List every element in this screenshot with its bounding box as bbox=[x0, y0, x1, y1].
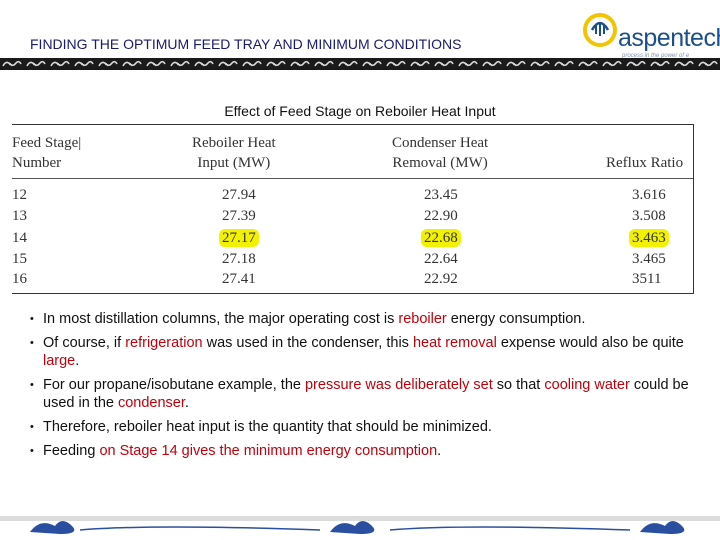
bullet-text: Feeding bbox=[43, 443, 100, 459]
bullet-text: . bbox=[75, 353, 80, 369]
bullet-dot-icon: • bbox=[30, 379, 34, 391]
cell-reboiler: 27.41 bbox=[222, 271, 256, 287]
bullet-dot-icon: • bbox=[30, 313, 34, 325]
cell-reflux-highlighted: 3.463 bbox=[629, 229, 669, 247]
bullet-dot-icon: • bbox=[30, 337, 34, 349]
bullet-highlight-text: reboiler bbox=[398, 311, 447, 327]
bullet-text: expense would also be quite bbox=[496, 335, 684, 351]
bullet-highlight-text: heat removal bbox=[412, 335, 497, 351]
bullet-highlight-text: large bbox=[43, 353, 76, 369]
bullet-dot-icon: • bbox=[30, 421, 34, 433]
cell-feed-stage: 16 bbox=[12, 271, 27, 287]
bullet-item: • Feeding on Stage 14 gives the minimum e… bbox=[30, 442, 715, 460]
bullet-highlight-text: pressure was deliberately set bbox=[304, 377, 493, 393]
bullet-text: Therefore, reboiler heat input is the qu… bbox=[43, 419, 492, 435]
bullet-highlight-text: condenser bbox=[117, 395, 185, 411]
decorative-band-bottom bbox=[0, 512, 720, 540]
cell-reboiler: 27.39 bbox=[222, 208, 256, 224]
cell-condenser: 23.45 bbox=[424, 187, 458, 203]
bullet-highlight-text: cooling water bbox=[544, 377, 630, 393]
cell-reflux: 3511 bbox=[632, 271, 662, 287]
table-title: Effect of Feed Stage on Reboiler Heat In… bbox=[224, 103, 496, 119]
cell-condenser: 22.92 bbox=[424, 271, 458, 287]
bullet-text: was used in the condenser, this bbox=[202, 335, 413, 351]
bullet-highlight-text: on Stage 14 gives the minimum energy con… bbox=[99, 443, 438, 459]
cell-reflux: 3.508 bbox=[632, 208, 666, 224]
cell-reboiler: 27.94 bbox=[222, 187, 256, 203]
logo-swirl-icon bbox=[583, 13, 617, 47]
logo-tagline: process in the power of e bbox=[622, 53, 690, 59]
feed-stage-table: Feed Stage| Number Reboiler Heat Input (… bbox=[12, 124, 694, 294]
bullet-text: could be used in the bbox=[43, 377, 689, 411]
header-reboiler-heat: Reboiler Heat Input (MW) bbox=[192, 135, 276, 171]
slide-title: FINDING THE OPTIMUM FEED TRAY AND MINIMU… bbox=[30, 36, 462, 52]
bullet-text: Of course, if bbox=[43, 335, 126, 351]
bullet-item: • Of course, if refrigeration was used in… bbox=[30, 334, 715, 370]
bullet-text: energy consumption. bbox=[446, 311, 586, 327]
bullet-text: . bbox=[437, 443, 442, 459]
aspentech-logo: aspentech process in the power of e bbox=[578, 10, 720, 59]
cell-reflux: 3.616 bbox=[632, 187, 666, 203]
cell-condenser: 22.64 bbox=[424, 251, 458, 267]
header-reflux-ratio: Reflux Ratio bbox=[606, 155, 684, 171]
cell-feed-stage: 15 bbox=[12, 251, 27, 267]
bullet-item: • Therefore, reboiler heat input is the q… bbox=[30, 418, 715, 436]
bullet-text: For our propane/isobutane example, the bbox=[43, 377, 305, 393]
cell-feed-stage: 13 bbox=[12, 208, 27, 224]
bullet-item: • For our propane/isobutane example, the … bbox=[30, 376, 715, 412]
header-feed-stage: Feed Stage| Number bbox=[12, 135, 82, 171]
bullet-item: • In most distillation columns, the major… bbox=[30, 310, 715, 328]
bullet-dot-icon: • bbox=[30, 445, 34, 457]
cell-feed-stage: 14 bbox=[12, 230, 27, 246]
cell-reboiler-highlighted: 27.17 bbox=[219, 229, 259, 247]
cell-condenser-highlighted: 22.68 bbox=[421, 229, 461, 247]
bullet-text: In most distillation columns, the major … bbox=[43, 311, 399, 327]
decorative-band-top bbox=[0, 58, 720, 70]
bullet-text: so that bbox=[492, 377, 545, 393]
cell-reflux: 3.465 bbox=[632, 251, 666, 267]
cell-condenser: 22.90 bbox=[424, 208, 458, 224]
header-condenser-heat: Condenser Heat Removal (MW) bbox=[392, 135, 489, 171]
cell-feed-stage: 12 bbox=[12, 187, 27, 203]
cell-reboiler: 27.18 bbox=[222, 251, 256, 267]
table-header-divider bbox=[12, 178, 693, 179]
bullet-highlight-text: refrigeration bbox=[125, 335, 203, 351]
bullet-list: • In most distillation columns, the major… bbox=[30, 310, 715, 466]
logo-text: aspentech bbox=[618, 24, 720, 52]
bullet-text: . bbox=[184, 395, 189, 411]
